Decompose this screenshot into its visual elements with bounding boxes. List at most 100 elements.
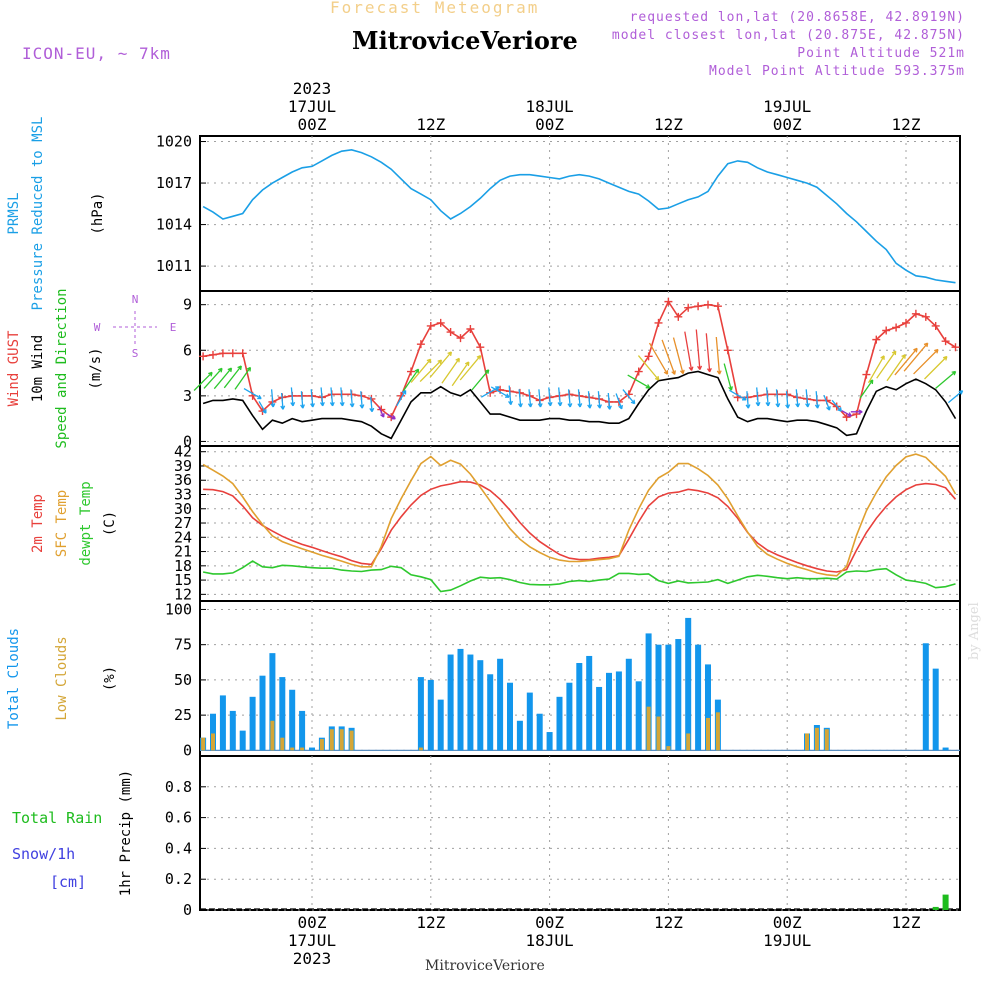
wind-vector (429, 351, 453, 378)
wind-vector (490, 386, 510, 398)
precip-legend-item: Snow/1h (12, 845, 75, 863)
wind-vector (684, 331, 694, 371)
gust-marker (436, 318, 445, 327)
wind-vector (537, 389, 543, 408)
compass-s: S (132, 347, 139, 360)
wind-vector (637, 355, 660, 381)
y-tick-label: 9 (183, 296, 192, 314)
y-tick-label: 15 (174, 571, 192, 589)
total-cloud-bar (922, 643, 929, 751)
low-cloud-bar (319, 739, 324, 751)
y-tick-label: 0 (183, 432, 192, 450)
total-cloud-bar (219, 695, 226, 751)
total-cloud-bar (516, 720, 523, 751)
wind-vector (597, 391, 602, 409)
series-line (202, 560, 956, 593)
gust-marker (209, 350, 217, 359)
gust-marker (882, 326, 891, 335)
wind-vector (823, 395, 831, 411)
low-cloud-bar (280, 737, 285, 751)
wind-vector (396, 389, 407, 407)
total-cloud-bar (576, 663, 583, 751)
wind-vector (831, 399, 842, 412)
low-cloud-bar (418, 747, 423, 751)
total-cloud-bar (635, 681, 642, 751)
total-cloud-bar (526, 692, 533, 751)
total-cloud-bar (675, 639, 682, 751)
axis-label: Total Clouds (6, 628, 22, 729)
wind-vector (386, 413, 396, 420)
time-label-bottom: 00Z (773, 913, 802, 932)
axis-label: (%) (102, 666, 118, 691)
wind-vector (459, 354, 482, 381)
axis-label: dewpt Temp (78, 481, 94, 565)
y-tick-label: 18 (174, 557, 192, 575)
wind-vector (947, 390, 964, 404)
gust-marker (674, 312, 683, 321)
time-label-top: 12Z (654, 115, 683, 134)
wind-vector (765, 387, 771, 407)
gust-marker (902, 318, 910, 327)
gust-marker (654, 318, 663, 327)
gust-marker (238, 349, 247, 358)
axis-label: Low Clouds (54, 636, 70, 720)
time-label-bottom: 12Z (416, 913, 445, 932)
wind-vector (587, 391, 593, 409)
low-cloud-bar (656, 716, 661, 751)
total-cloud-bar (279, 677, 286, 751)
gust-marker (704, 300, 712, 309)
y-tick-label: 0 (183, 901, 192, 919)
wind-vector (723, 363, 733, 391)
total-cloud-bar (457, 648, 464, 751)
wind-vector (369, 396, 375, 413)
y-tick-label: 6 (183, 341, 192, 359)
total-cloud-bar (437, 699, 444, 751)
y-tick-label: 39 (174, 457, 192, 475)
y-tick-label: 100 (165, 600, 192, 618)
wind-vector (441, 357, 460, 384)
pressure-panel: 1011 1014 1017 1020 PRMSL Pressure Reduced to… (6, 117, 961, 310)
wind-vector (841, 410, 852, 417)
total-cloud-bar (507, 682, 513, 751)
wind-vector (785, 391, 791, 409)
time-label-top: 12Z (892, 115, 921, 134)
wind-vector (745, 391, 751, 409)
low-cloud-bar (329, 729, 334, 751)
total-cloud-bar (586, 655, 593, 751)
time-label-top: 2023 (293, 79, 332, 98)
wind-vector (508, 385, 513, 406)
series-line (202, 370, 957, 440)
precip-panel: 0 0.2 0.4 0.6 0.8 1hr Precip (mm) Total Rain Sn… (12, 755, 961, 919)
total-cloud-bar (596, 686, 603, 751)
gust-marker (892, 323, 901, 332)
total-cloud-bar (536, 713, 543, 751)
total-cloud-bar (467, 654, 474, 751)
total-cloud-bar (427, 679, 434, 751)
y-tick-label: 0.4 (165, 839, 192, 857)
wind-vector (729, 389, 747, 401)
low-cloud-bar (646, 706, 651, 751)
total-cloud-bar (685, 617, 692, 751)
wind-vector (517, 389, 523, 408)
precip-legend-item: Total Rain (12, 809, 102, 827)
compass-e: E (170, 321, 177, 334)
wind-vector (695, 329, 703, 370)
total-cloud-bar (487, 674, 494, 751)
axis-label: Speed and Direction (54, 288, 70, 448)
gust-marker (218, 349, 227, 358)
gust-marker (951, 343, 960, 352)
gust-marker (713, 302, 722, 311)
y-tick-label: 0.6 (165, 809, 192, 827)
series-line (202, 453, 957, 577)
series-line (202, 148, 956, 284)
gust-marker (446, 328, 455, 337)
gust-marker (416, 340, 425, 349)
wind-vector (876, 350, 897, 379)
axis-label: 1hr Precip (mm) (118, 770, 134, 896)
wind-vector (243, 388, 262, 400)
low-cloud-bar (349, 730, 354, 751)
low-cloud-bar (211, 733, 215, 751)
total-cloud-bar (615, 671, 622, 751)
clouds-panel: 0 25 50 75 100 Total Clouds Low Clouds (%) (6, 600, 961, 759)
